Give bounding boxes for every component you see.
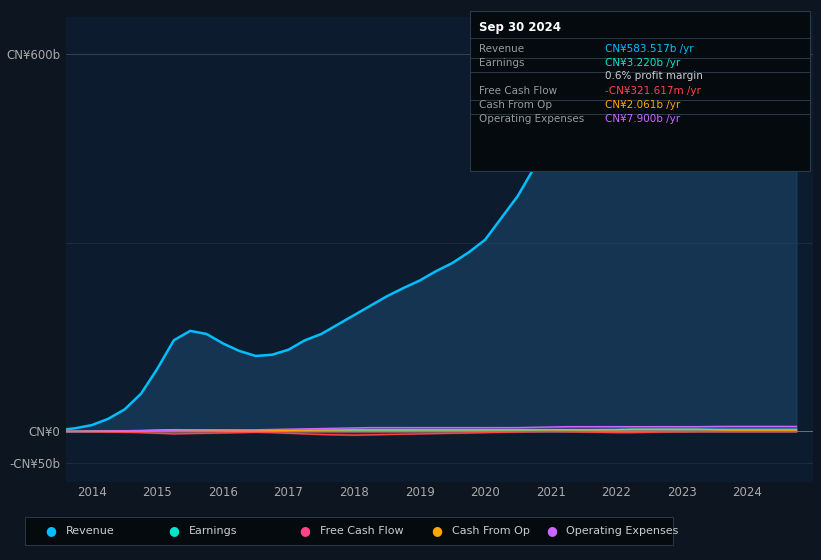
Text: Operating Expenses: Operating Expenses [566,526,679,536]
Text: Earnings: Earnings [189,526,237,536]
Text: ●: ● [168,524,179,538]
Text: CN¥2.061b /yr: CN¥2.061b /yr [605,100,681,110]
Text: Free Cash Flow: Free Cash Flow [479,86,557,96]
Text: 0.6% profit margin: 0.6% profit margin [605,71,703,81]
Text: -CN¥321.617m /yr: -CN¥321.617m /yr [605,86,701,96]
Text: Revenue: Revenue [479,44,525,54]
Text: ●: ● [431,524,442,538]
Text: ●: ● [45,524,56,538]
Text: Cash From Op: Cash From Op [479,100,553,110]
Text: CN¥7.900b /yr: CN¥7.900b /yr [605,114,681,124]
Text: Cash From Op: Cash From Op [452,526,530,536]
Text: Revenue: Revenue [66,526,114,536]
Text: ●: ● [546,524,557,538]
Text: Free Cash Flow: Free Cash Flow [320,526,404,536]
Text: Earnings: Earnings [479,58,525,68]
Text: CN¥583.517b /yr: CN¥583.517b /yr [605,44,694,54]
Text: Sep 30 2024: Sep 30 2024 [479,21,562,35]
Text: CN¥3.220b /yr: CN¥3.220b /yr [605,58,681,68]
Text: ●: ● [300,524,310,538]
Text: Operating Expenses: Operating Expenses [479,114,585,124]
